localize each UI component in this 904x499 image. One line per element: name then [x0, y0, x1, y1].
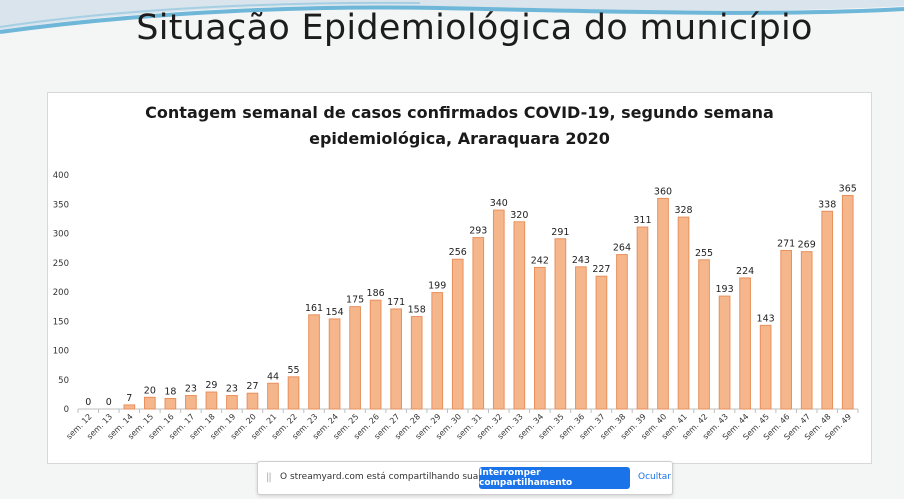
bar [431, 292, 444, 410]
chart-panel: 0 50 100 150 200 250 300 350 400 0 sem. 12 0 sem. 13… [47, 92, 872, 464]
y-tick-label: 100 [53, 347, 69, 357]
data-label: 161 [305, 303, 323, 314]
data-label: 193 [716, 284, 734, 295]
y-tick-label: 400 [53, 171, 69, 181]
screen-share-notification: || O streamyard.com está compartilhando … [257, 461, 673, 495]
bar [246, 392, 259, 410]
data-label: 175 [346, 295, 364, 306]
bar [780, 249, 792, 410]
data-label: 154 [326, 307, 344, 318]
data-label: 243 [572, 255, 590, 266]
data-label: 227 [592, 264, 610, 275]
data-label: 186 [367, 288, 385, 299]
stop-sharing-button[interactable]: Interromper compartilhamento [479, 467, 630, 489]
bar [226, 395, 238, 410]
data-label: 293 [469, 226, 487, 237]
bar [657, 197, 669, 410]
data-label: 271 [777, 238, 795, 249]
bar [410, 316, 423, 410]
bar [759, 324, 772, 410]
bar [287, 376, 300, 410]
bar [575, 266, 587, 410]
bar [123, 404, 136, 410]
bar [205, 391, 218, 410]
bar [472, 237, 485, 410]
data-label: 340 [490, 198, 508, 209]
bar [144, 396, 156, 410]
bar [718, 295, 731, 410]
data-label: 0 [85, 397, 91, 408]
data-label: 55 [287, 365, 299, 376]
bar [451, 258, 464, 410]
bar [349, 306, 361, 410]
slide-title: Situação Epidemiológica do município [136, 8, 813, 48]
bar [677, 216, 690, 410]
bar [821, 210, 834, 410]
bar [636, 226, 649, 410]
bar [554, 238, 567, 410]
y-tick-label: 50 [58, 376, 69, 386]
bar [739, 277, 751, 410]
y-tick-label: 200 [53, 288, 69, 298]
data-label: 0 [106, 397, 112, 408]
chart-title-line-2: epidemiológica, Araraquara 2020 [309, 129, 610, 148]
data-label: 171 [387, 297, 405, 308]
data-label: 23 [226, 384, 238, 395]
bar [616, 254, 628, 410]
data-label: 224 [736, 266, 754, 277]
bar [492, 209, 505, 410]
data-label: 20 [144, 385, 156, 396]
bar [534, 266, 546, 410]
bar [164, 397, 177, 410]
data-label: 143 [757, 313, 775, 324]
bar [698, 259, 710, 410]
data-label: 264 [613, 243, 631, 254]
data-label: 338 [818, 199, 836, 210]
data-label: 328 [674, 205, 692, 216]
data-label: 320 [510, 210, 528, 221]
y-tick-label: 150 [53, 317, 69, 327]
bar [369, 299, 382, 410]
data-label: 256 [449, 247, 467, 258]
data-label: 242 [531, 255, 549, 266]
data-label: 27 [246, 381, 258, 392]
drag-handle-icon[interactable]: || [266, 472, 272, 483]
data-label: 29 [205, 380, 217, 391]
bar [328, 318, 341, 410]
data-label: 269 [798, 240, 816, 251]
data-label: 360 [654, 186, 672, 197]
bar [595, 275, 608, 410]
y-tick-label: 250 [53, 259, 69, 269]
bar [267, 382, 279, 410]
data-label: 18 [164, 386, 176, 397]
top-decoration [0, 0, 904, 34]
chart-title-line-1: Contagem semanal de casos confirmados CO… [145, 103, 774, 122]
share-status-text: O streamyard.com está compartilhando sua… [280, 472, 502, 482]
data-label: 23 [185, 384, 197, 395]
data-label: 255 [695, 248, 713, 259]
data-label: 311 [633, 215, 651, 226]
data-label: 291 [551, 227, 569, 238]
bar [513, 221, 526, 410]
data-label: 7 [126, 393, 132, 404]
bar [185, 395, 197, 410]
data-label: 44 [267, 371, 279, 382]
data-label: 199 [428, 281, 446, 292]
y-tick-label: 350 [53, 200, 69, 210]
data-label: 365 [839, 183, 857, 194]
y-tick-label: 300 [53, 230, 69, 240]
data-label: 158 [408, 305, 426, 316]
bar [390, 308, 402, 410]
bar [308, 314, 320, 410]
y-tick-label: 0 [64, 405, 69, 415]
hide-button[interactable]: Ocultar [638, 472, 671, 482]
chart-title: Contagem semanal de casos confirmados CO… [48, 100, 871, 152]
bar [800, 251, 813, 410]
bar [841, 194, 854, 410]
